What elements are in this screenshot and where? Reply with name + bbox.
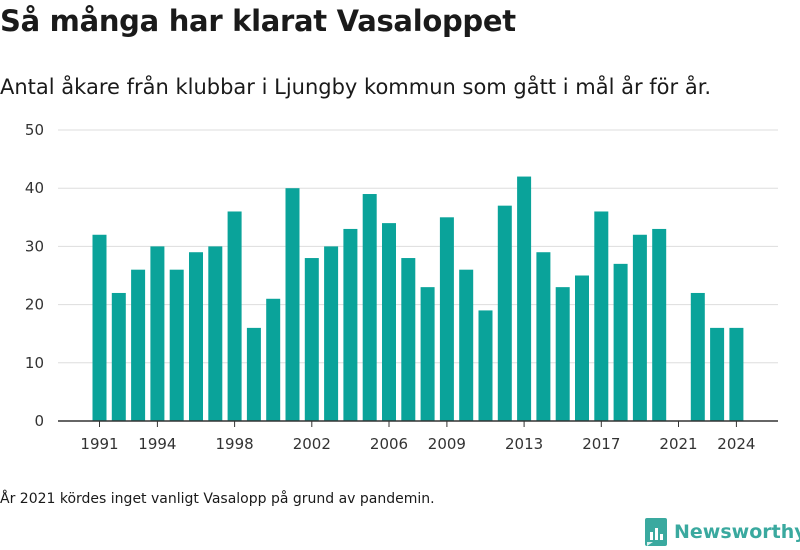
bar-2008 — [420, 287, 435, 421]
bar-2013 — [517, 176, 532, 421]
bar-2005 — [362, 194, 377, 421]
grid-lines — [58, 129, 778, 364]
bar-2022 — [690, 292, 705, 421]
bar-2016 — [575, 275, 589, 421]
x-axis-tick-labels: 1991 1994 1998 2002 2006 2009 2013 2017 2021 2024 — [80, 421, 755, 453]
bar-1991 — [92, 234, 107, 421]
chart-subtitle: Antal åkare från klubbar i Ljungby kommu… — [0, 75, 712, 99]
bar-1996 — [189, 252, 203, 421]
x-tick-label: 2013 — [505, 435, 543, 453]
bar-1998 — [227, 211, 242, 421]
bar-2002 — [304, 258, 319, 421]
x-tick-label: 2017 — [582, 435, 620, 453]
bar-2015 — [555, 287, 570, 421]
x-tick-label: 2002 — [293, 435, 331, 453]
y-tick-label: 40 — [25, 179, 44, 197]
bar-2024 — [729, 327, 744, 421]
x-tick-label: 2009 — [428, 435, 466, 453]
y-tick-label: 0 — [34, 412, 44, 430]
bar-2019 — [632, 234, 647, 421]
x-tick-label: 1991 — [80, 435, 118, 453]
bars — [92, 176, 744, 421]
x-tick-label: 2021 — [659, 435, 697, 453]
bar-2006 — [382, 223, 396, 421]
x-tick-label: 1998 — [216, 435, 254, 453]
x-tick-label: 2006 — [370, 435, 408, 453]
bar-2011 — [478, 310, 493, 421]
y-axis-tick-labels: 0 10 20 30 40 50 — [25, 121, 44, 430]
bar-chart: 0 10 20 30 40 50 1991 1994 1998 2002 2006 2009 2013… — [25, 121, 778, 453]
bar-1995 — [169, 269, 184, 421]
y-tick-label: 50 — [25, 121, 44, 139]
bar-2017 — [594, 211, 609, 421]
brand-logo[interactable]: Newsworthy — [645, 518, 800, 546]
bar-2010 — [459, 269, 474, 421]
bar-2012 — [497, 205, 512, 421]
bar-2007 — [401, 258, 416, 421]
bar-2000 — [266, 298, 281, 421]
y-tick-label: 10 — [25, 354, 44, 372]
bar-1994 — [150, 246, 165, 421]
bar-2003 — [324, 246, 339, 421]
bar-1993 — [131, 269, 146, 421]
bar-2009 — [439, 217, 454, 421]
y-tick-label: 30 — [25, 237, 44, 255]
footnote: År 2021 kördes inget vanligt Vasalopp på… — [0, 491, 435, 507]
chart-title: Så många har klarat Vasaloppet — [0, 4, 516, 38]
bar-2018 — [613, 263, 628, 421]
bar-2023 — [710, 327, 725, 421]
x-tick-label: 2024 — [717, 435, 755, 453]
bar-1992 — [111, 292, 126, 421]
x-tick-label: 1994 — [138, 435, 176, 453]
bar-2004 — [343, 228, 358, 421]
y-tick-label: 20 — [25, 296, 44, 314]
bar-chart-logo-icon — [645, 518, 667, 546]
bar-2020 — [652, 228, 667, 421]
bar-2001 — [285, 188, 300, 421]
brand-name: Newsworthy — [674, 521, 800, 543]
bar-1997 — [208, 246, 223, 421]
bar-1999 — [246, 327, 261, 421]
bar-2014 — [536, 252, 551, 421]
